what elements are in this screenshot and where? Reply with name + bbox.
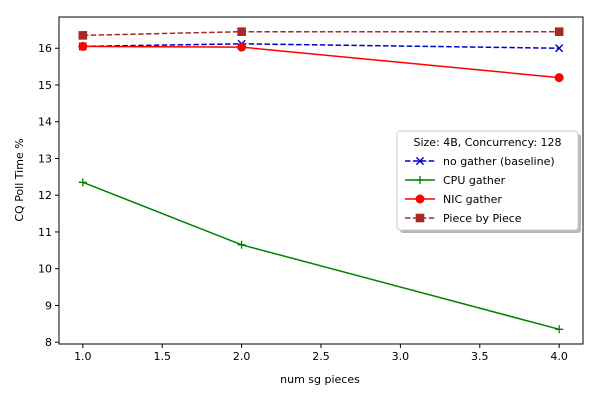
x-tick-label: 2.5 <box>312 350 330 363</box>
data-point-piece-by-piece-2 <box>237 27 246 36</box>
legend-marker-cpu-gather <box>416 176 424 184</box>
legend-marker-piece-by-piece <box>415 213 425 223</box>
series-nic-gather <box>78 41 564 83</box>
legend-entry-no-gather-baseline: no gather (baseline) <box>405 155 555 168</box>
data-point-cpu-gather-2 <box>237 240 246 249</box>
y-tick-label: 9 <box>45 299 52 312</box>
data-point-piece-by-piece-1 <box>78 31 88 40</box>
legend: Size: 4B, Concurrency: 128 no gather (bas… <box>396 130 581 233</box>
plot-layer <box>78 27 564 334</box>
legend-entry-cpu-gather: CPU gather <box>405 174 506 187</box>
data-point-nic-gather-2 <box>237 42 247 52</box>
series-cpu-gather <box>78 178 564 334</box>
y-tick-label: 8 <box>45 336 52 349</box>
data-point-cpu-gather-1 <box>78 178 87 187</box>
legend-entry-piece-by-piece: Piece by Piece <box>405 212 522 225</box>
y-tick-label: 10 <box>38 263 52 276</box>
data-point-nic-gather-3 <box>554 73 564 83</box>
axes-layer: 1.0 1.5 2.0 2.5 3.0 3.5 4.0 8 9 10 11 12 13 14 15 16 <box>38 16 584 363</box>
y-tick-label: 14 <box>38 116 52 129</box>
data-point-no-gather-baseline-3 <box>555 44 564 53</box>
x-axis-label: num sg pieces <box>280 373 360 386</box>
x-tick-label: 4.0 <box>550 350 568 363</box>
series-piece-by-piece <box>78 27 564 40</box>
legend-title: Size: 4B, Concurrency: 128 <box>413 136 561 149</box>
legend-entry-nic-gather: NIC gather <box>405 193 502 206</box>
x-tick-label: 3.0 <box>392 350 410 363</box>
legend-box <box>396 130 579 231</box>
x-tick-label: 1.5 <box>153 350 171 363</box>
y-tick-label: 15 <box>38 79 52 92</box>
legend-label-nic-gather: NIC gather <box>443 193 502 206</box>
y-tick-label: 16 <box>38 42 52 55</box>
legend-marker-no-gather-baseline <box>415 156 425 166</box>
x-tick-label: 1.0 <box>74 350 92 363</box>
legend-label-cpu-gather: CPU gather <box>443 174 506 187</box>
y-tick-label: 11 <box>38 226 52 239</box>
x-tick-label: 2.0 <box>233 350 251 363</box>
data-point-cpu-gather-3 <box>555 325 564 334</box>
legend-label-piece-by-piece: Piece by Piece <box>443 212 522 225</box>
y-tick-label: 12 <box>38 189 52 202</box>
data-point-piece-by-piece-3 <box>554 27 564 36</box>
y-tick-label: 13 <box>38 152 52 165</box>
data-point-nic-gather-1 <box>78 41 88 51</box>
y-axis-label: CQ Poll Time % <box>13 138 26 221</box>
x-tick-label: 3.5 <box>471 350 489 363</box>
legend-marker-nic-gather <box>415 194 425 204</box>
legend-label-no-gather-baseline: no gather (baseline) <box>443 155 555 168</box>
